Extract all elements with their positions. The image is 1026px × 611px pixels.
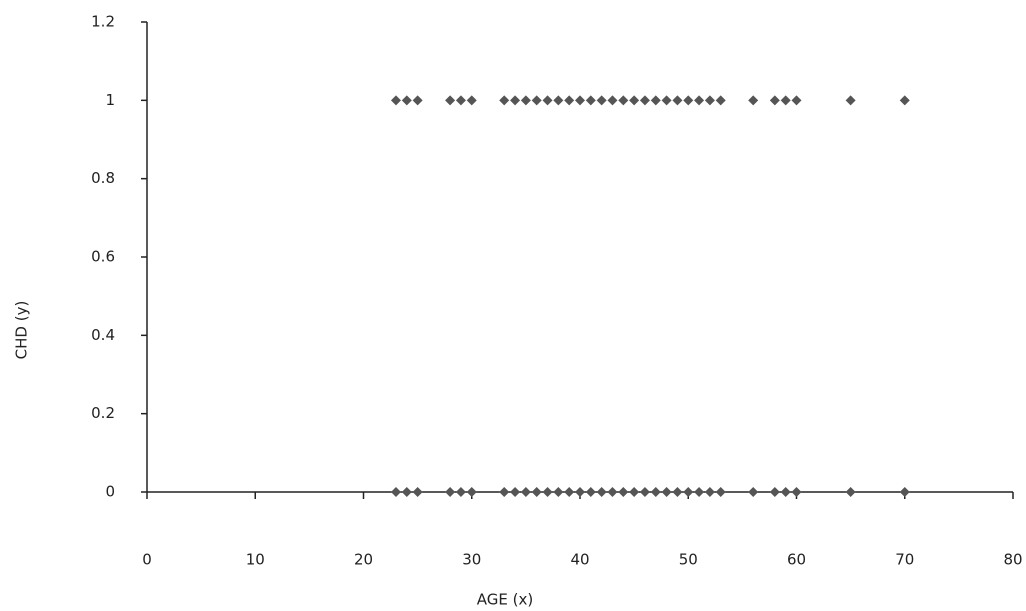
point <box>575 487 585 497</box>
point <box>704 487 715 497</box>
point <box>499 95 510 106</box>
point <box>683 487 694 497</box>
point <box>845 95 856 106</box>
point <box>531 487 542 497</box>
point <box>899 95 910 106</box>
point <box>780 95 791 106</box>
x-tick-label: 10 <box>246 551 265 569</box>
point <box>629 95 640 106</box>
point <box>639 95 650 106</box>
point <box>650 95 661 106</box>
point <box>791 487 802 497</box>
point <box>564 487 575 497</box>
point <box>694 487 705 497</box>
y-tick-label: 1 <box>105 91 115 109</box>
point <box>499 487 510 497</box>
point <box>899 487 910 497</box>
point <box>390 487 401 497</box>
point <box>845 487 856 497</box>
point <box>520 95 531 106</box>
point <box>672 487 683 497</box>
point <box>542 487 553 497</box>
x-tick-label: 50 <box>679 551 698 569</box>
point <box>445 487 456 497</box>
y-tick-label: 0.6 <box>91 248 115 266</box>
point <box>390 95 401 106</box>
x-tick-label: 30 <box>462 551 481 569</box>
x-axis-title: AGE (x) <box>477 591 533 609</box>
point <box>596 95 607 106</box>
point <box>618 487 629 497</box>
point <box>780 487 791 497</box>
point <box>672 95 683 106</box>
point <box>466 95 477 106</box>
point <box>748 95 759 106</box>
point <box>412 95 423 106</box>
point <box>769 95 780 106</box>
point <box>455 487 466 497</box>
point <box>401 487 412 497</box>
point <box>791 95 802 106</box>
x-tick-label: 70 <box>895 551 914 569</box>
point <box>629 487 640 497</box>
point <box>455 95 466 106</box>
point <box>445 95 456 106</box>
point <box>575 95 585 106</box>
point <box>661 487 672 497</box>
y-axis-title: CHD (y) <box>13 301 31 360</box>
point <box>748 487 759 497</box>
point <box>412 487 423 497</box>
point <box>531 95 542 106</box>
point <box>607 95 618 106</box>
x-tick-label: 80 <box>1003 551 1022 569</box>
point <box>553 95 564 106</box>
point <box>639 487 650 497</box>
point <box>553 487 564 497</box>
point <box>607 487 618 497</box>
point <box>520 487 531 497</box>
point <box>704 95 715 106</box>
point <box>618 95 629 106</box>
point <box>466 487 477 497</box>
y-tick-label: 0.4 <box>91 326 115 344</box>
y-tick-label: 0 <box>105 483 115 501</box>
y-tick-label: 1.2 <box>91 13 115 31</box>
point <box>585 95 596 106</box>
point <box>694 95 705 106</box>
y-tick-label: 0.8 <box>91 169 115 187</box>
point <box>769 487 780 497</box>
point <box>715 487 726 497</box>
point <box>683 95 694 106</box>
point <box>661 95 672 106</box>
y-tick-label: 0.2 <box>91 404 115 422</box>
x-tick-label: 0 <box>142 551 152 569</box>
point <box>564 95 575 106</box>
point <box>585 487 596 497</box>
x-tick-label: 20 <box>354 551 373 569</box>
x-tick-label: 40 <box>570 551 589 569</box>
point <box>715 95 726 106</box>
x-tick-label: 60 <box>787 551 806 569</box>
point <box>510 487 521 497</box>
point <box>510 95 521 106</box>
point <box>401 95 412 106</box>
point <box>596 487 607 497</box>
point <box>542 95 553 106</box>
point <box>650 487 661 497</box>
